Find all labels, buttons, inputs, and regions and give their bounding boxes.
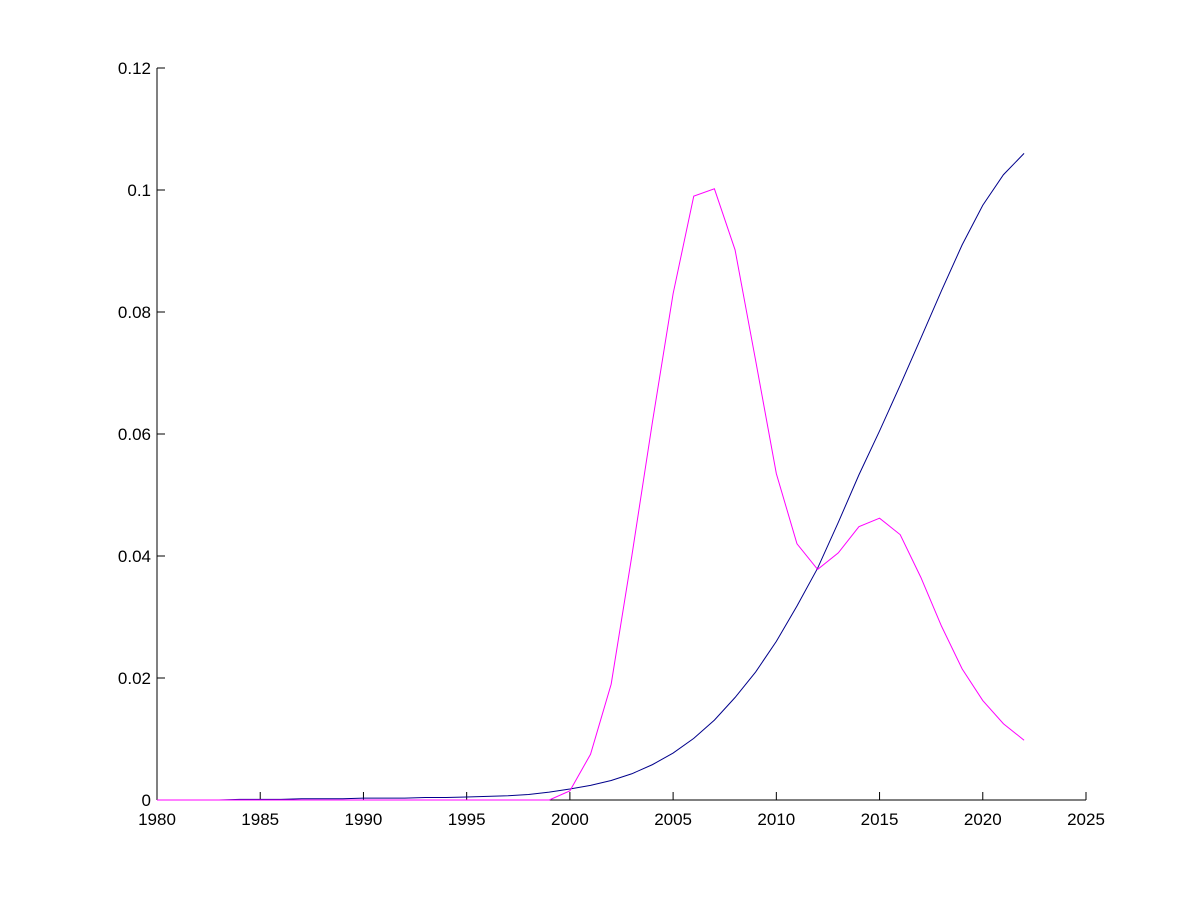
x-tick-label: 1990 <box>345 810 383 829</box>
y-tick-label: 0.06 <box>118 425 151 444</box>
x-tick-label: 1995 <box>448 810 486 829</box>
y-tick-label: 0.04 <box>118 547 151 566</box>
x-tick-label: 2000 <box>551 810 589 829</box>
x-tick-label: 1980 <box>138 810 176 829</box>
y-tick-label: 0.12 <box>118 59 151 78</box>
x-tick-label: 1985 <box>241 810 279 829</box>
x-tick-label: 2010 <box>757 810 795 829</box>
x-tick-label: 2025 <box>1067 810 1105 829</box>
y-tick-label: 0.08 <box>118 303 151 322</box>
x-tick-label: 2005 <box>654 810 692 829</box>
line-series <box>157 188 1025 801</box>
x-tick-label: 2015 <box>861 810 899 829</box>
line-series <box>157 153 1025 801</box>
x-tick-label: 2020 <box>964 810 1002 829</box>
y-tick-label: 0.02 <box>118 669 151 688</box>
y-tick-label: 0 <box>142 791 151 810</box>
y-tick-label: 0.1 <box>127 181 151 200</box>
